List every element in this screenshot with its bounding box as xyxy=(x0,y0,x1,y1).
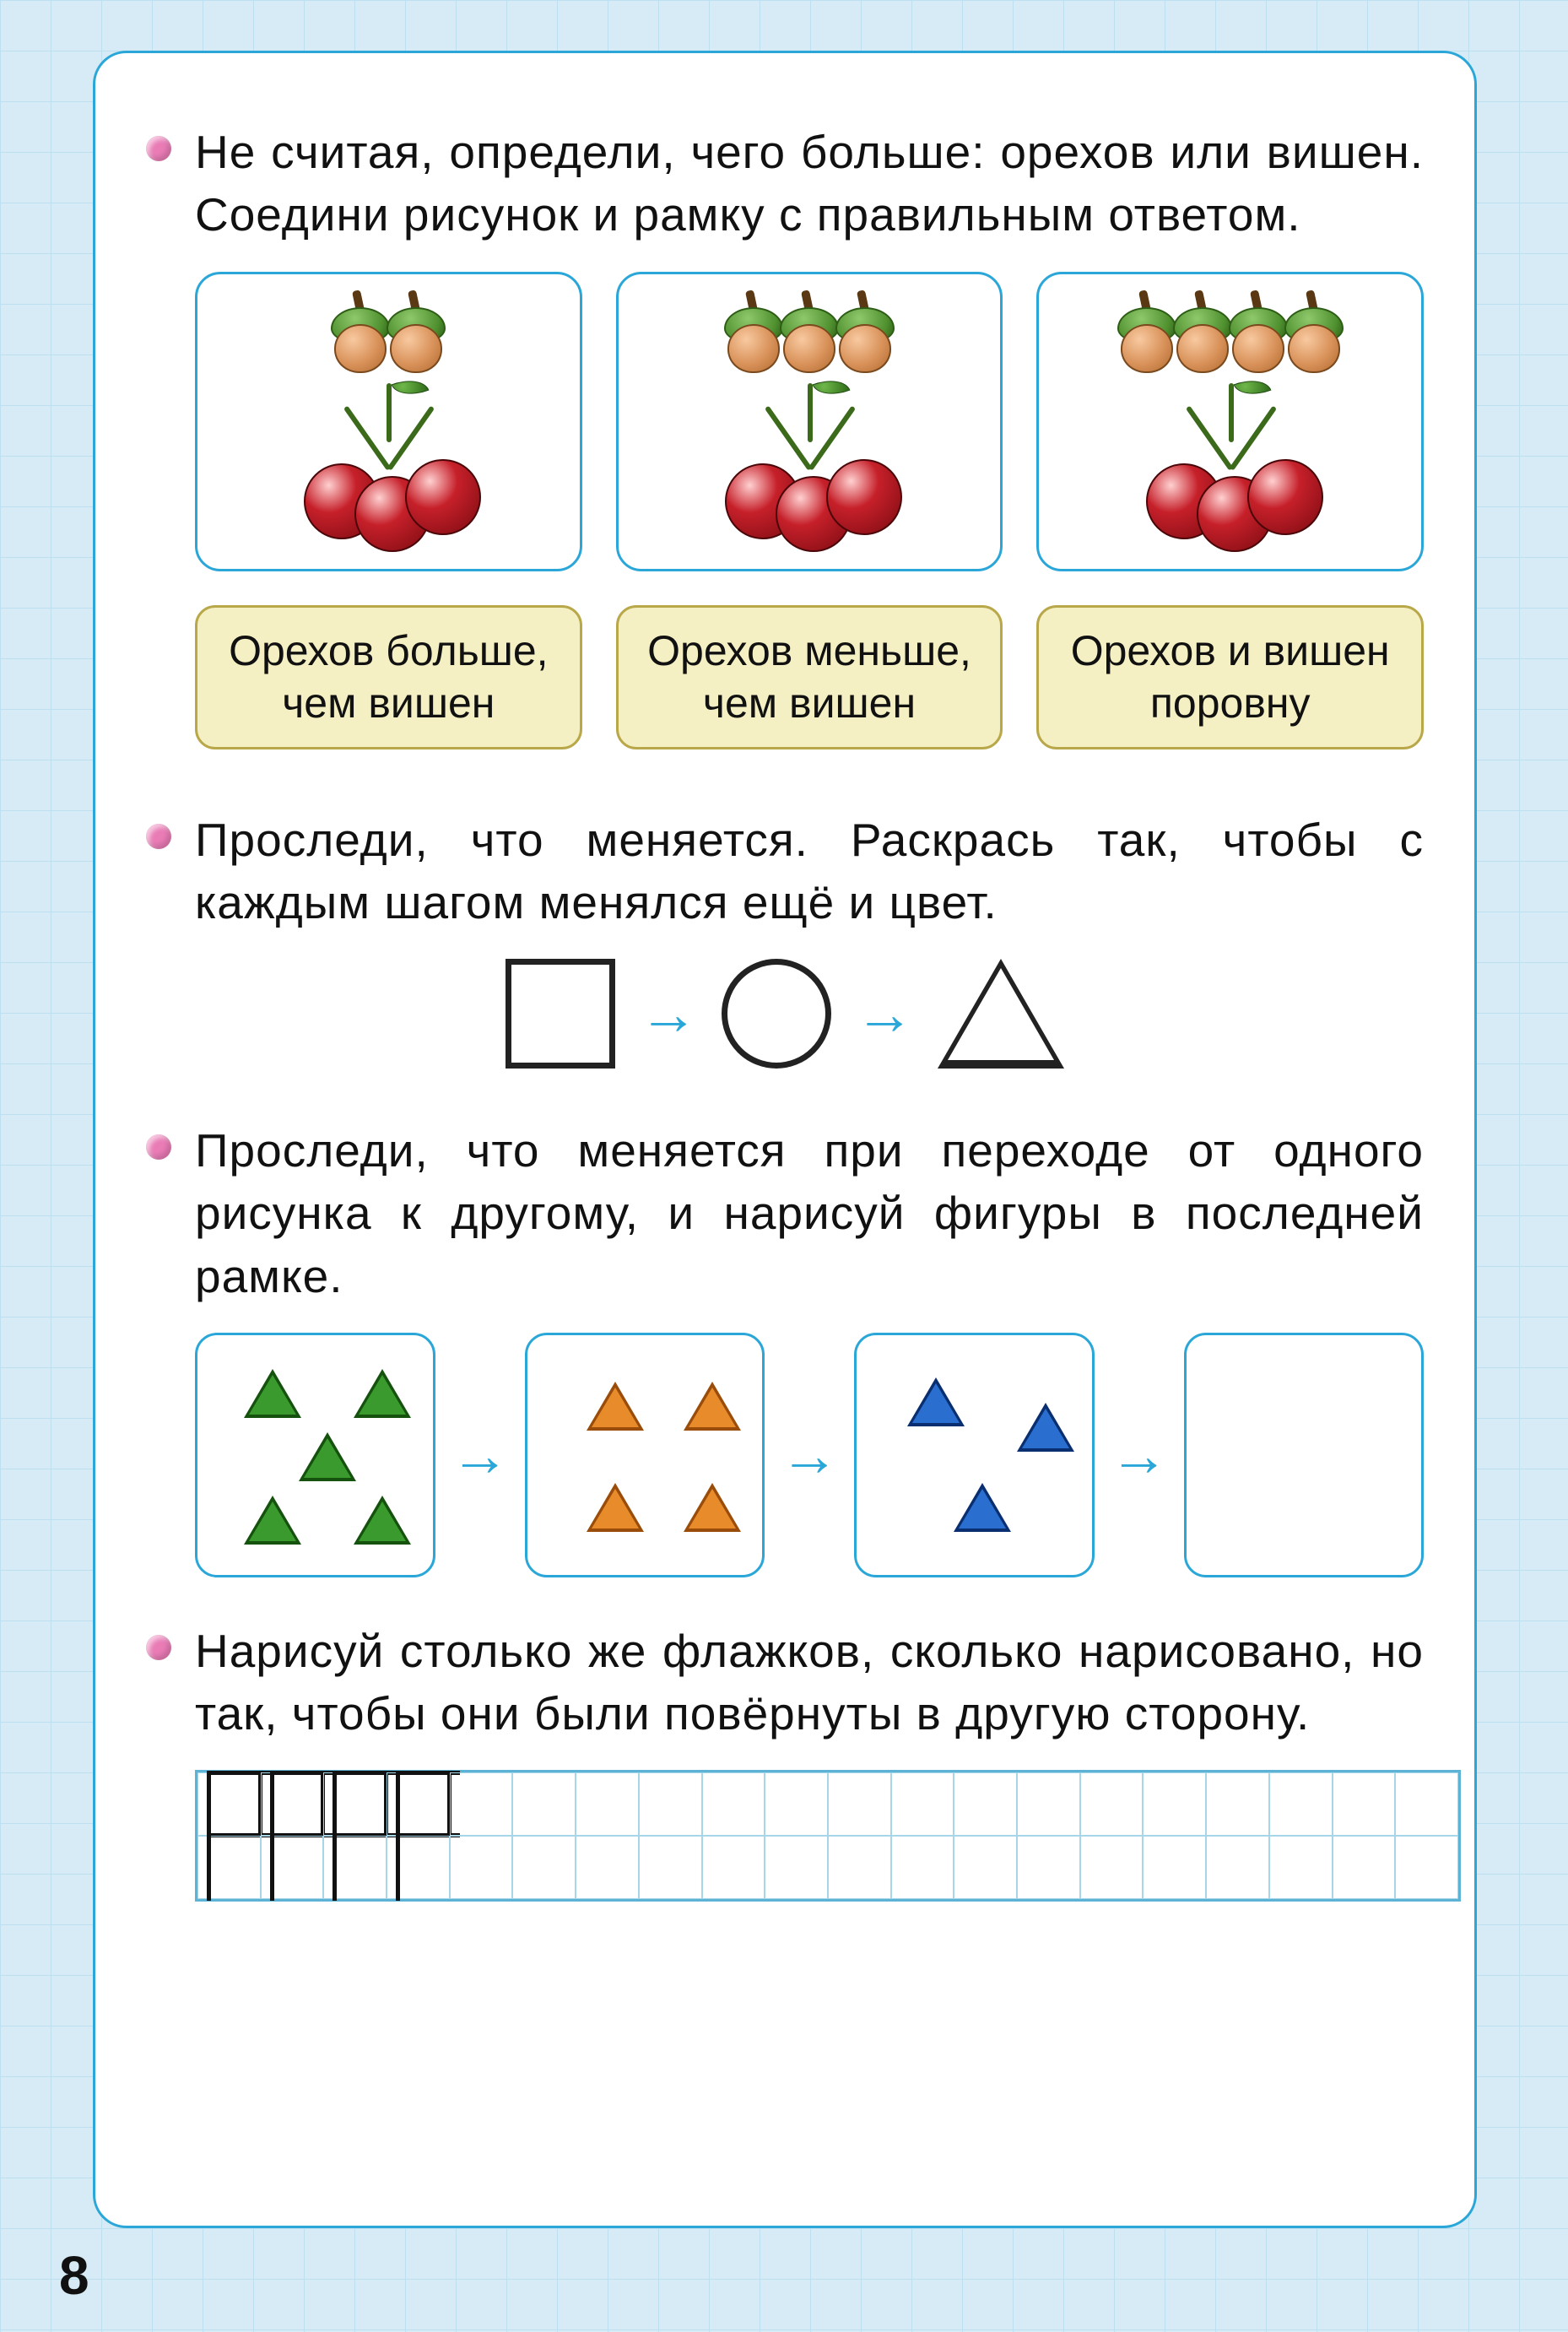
triangle-box-1[interactable] xyxy=(195,1333,435,1577)
grid-cell[interactable] xyxy=(450,1836,513,1899)
task-1-answers: Орехов больше, чем вишен Орехов меньше, … xyxy=(195,605,1424,749)
grid-cell[interactable] xyxy=(1333,1772,1396,1836)
nut-row xyxy=(726,295,893,373)
cherries-icon xyxy=(708,383,911,552)
grid-cell[interactable] xyxy=(1143,1772,1206,1836)
bullet-icon xyxy=(146,824,171,849)
arrow-icon: → xyxy=(855,980,914,1047)
grid-cell[interactable] xyxy=(512,1836,576,1899)
grid-cell[interactable] xyxy=(891,1836,954,1899)
page-number: 8 xyxy=(59,2244,89,2307)
grid-cell[interactable] xyxy=(828,1836,891,1899)
hazelnut-icon xyxy=(832,295,898,373)
bullet-icon xyxy=(146,136,171,161)
triangle-box-2[interactable] xyxy=(525,1333,765,1577)
grid-cell[interactable] xyxy=(1206,1836,1269,1899)
hazelnut-icon xyxy=(1281,295,1347,373)
grid-cell[interactable] xyxy=(828,1772,891,1836)
square-shape[interactable] xyxy=(506,959,615,1069)
grid-cell[interactable] xyxy=(702,1836,765,1899)
grid-cell[interactable] xyxy=(1017,1836,1080,1899)
picture-box-1[interactable] xyxy=(195,272,582,571)
task-3: Проследи, что меняется при переходе от о… xyxy=(146,1119,1424,1307)
task-3-text: Проследи, что меняется при переходе от о… xyxy=(195,1119,1424,1307)
grid-cell[interactable] xyxy=(1395,1836,1458,1899)
grid-cell[interactable] xyxy=(387,1836,450,1899)
task-4: Нарисуй столько же флажков, сколько нари… xyxy=(146,1620,1424,1745)
grid-cell[interactable] xyxy=(387,1772,450,1836)
task-3-boxes: → → → xyxy=(195,1333,1424,1577)
grid-cell[interactable] xyxy=(261,1836,324,1899)
picture-box-2[interactable] xyxy=(616,272,1003,571)
grid-cell[interactable] xyxy=(261,1772,324,1836)
nut-row xyxy=(333,295,444,373)
arrow-icon: → xyxy=(639,980,698,1047)
answer-box-2[interactable]: Орехов меньше, чем вишен xyxy=(616,605,1003,749)
grid-cell[interactable] xyxy=(1269,1772,1333,1836)
grid-cell[interactable] xyxy=(1333,1836,1396,1899)
answer-box-1[interactable]: Орехов больше, чем вишен xyxy=(195,605,582,749)
grid-cell[interactable] xyxy=(639,1772,702,1836)
grid-cell[interactable] xyxy=(323,1772,387,1836)
page: Не считая, определи, чего больше: орехов… xyxy=(0,0,1568,2332)
task-4-grid-wrap xyxy=(195,1770,1424,1902)
answer-box-3[interactable]: Орехов и вишен поровну xyxy=(1036,605,1424,749)
hazelnut-icon xyxy=(383,295,449,373)
task-2-shapes: → → xyxy=(146,959,1424,1069)
task-1-pictures xyxy=(195,272,1424,571)
grid-cell[interactable] xyxy=(576,1836,639,1899)
grid-cell[interactable] xyxy=(1395,1772,1458,1836)
grid-cell[interactable] xyxy=(450,1772,513,1836)
grid-cell[interactable] xyxy=(576,1772,639,1836)
triangle-box-3[interactable] xyxy=(854,1333,1095,1577)
triangle-box-4[interactable] xyxy=(1184,1333,1425,1577)
grid-cell[interactable] xyxy=(1206,1772,1269,1836)
flag-grid[interactable] xyxy=(195,1770,1461,1902)
cherries-icon xyxy=(287,383,489,552)
arrow-icon: → xyxy=(1110,1421,1169,1489)
grid-cell[interactable] xyxy=(1017,1772,1080,1836)
grid-cell[interactable] xyxy=(323,1836,387,1899)
grid-cell[interactable] xyxy=(702,1772,765,1836)
circle-shape[interactable] xyxy=(722,959,831,1069)
grid-cell[interactable] xyxy=(1080,1772,1144,1836)
bullet-icon xyxy=(146,1635,171,1660)
bullet-icon xyxy=(146,1134,171,1160)
content-panel: Не считая, определи, чего больше: орехов… xyxy=(93,51,1477,2228)
grid-cell[interactable] xyxy=(512,1772,576,1836)
task-2: Проследи, что меняется. Раскрась так, чт… xyxy=(146,809,1424,934)
grid-cell[interactable] xyxy=(765,1772,828,1836)
task-1-text: Не считая, определи, чего больше: орехов… xyxy=(195,121,1424,246)
task-1: Не считая, определи, чего больше: орехов… xyxy=(146,121,1424,246)
grid-cell[interactable] xyxy=(639,1836,702,1899)
grid-cell[interactable] xyxy=(197,1836,261,1899)
grid-cell[interactable] xyxy=(197,1772,261,1836)
nut-row xyxy=(1119,295,1342,373)
grid-cell[interactable] xyxy=(765,1836,828,1899)
cherries-icon xyxy=(1129,383,1332,552)
grid-cell[interactable] xyxy=(891,1772,954,1836)
grid-cell[interactable] xyxy=(954,1772,1017,1836)
arrow-icon: → xyxy=(780,1421,839,1489)
grid-cell[interactable] xyxy=(1143,1836,1206,1899)
task-4-text: Нарисуй столько же флажков, сколько нари… xyxy=(195,1620,1424,1745)
task-2-text: Проследи, что меняется. Раскрась так, чт… xyxy=(195,809,1424,934)
grid-cell[interactable] xyxy=(1269,1836,1333,1899)
picture-box-3[interactable] xyxy=(1036,272,1424,571)
triangle-shape[interactable] xyxy=(938,959,1064,1069)
grid-cell[interactable] xyxy=(1080,1836,1144,1899)
arrow-icon: → xyxy=(451,1421,510,1489)
grid-cell[interactable] xyxy=(954,1836,1017,1899)
